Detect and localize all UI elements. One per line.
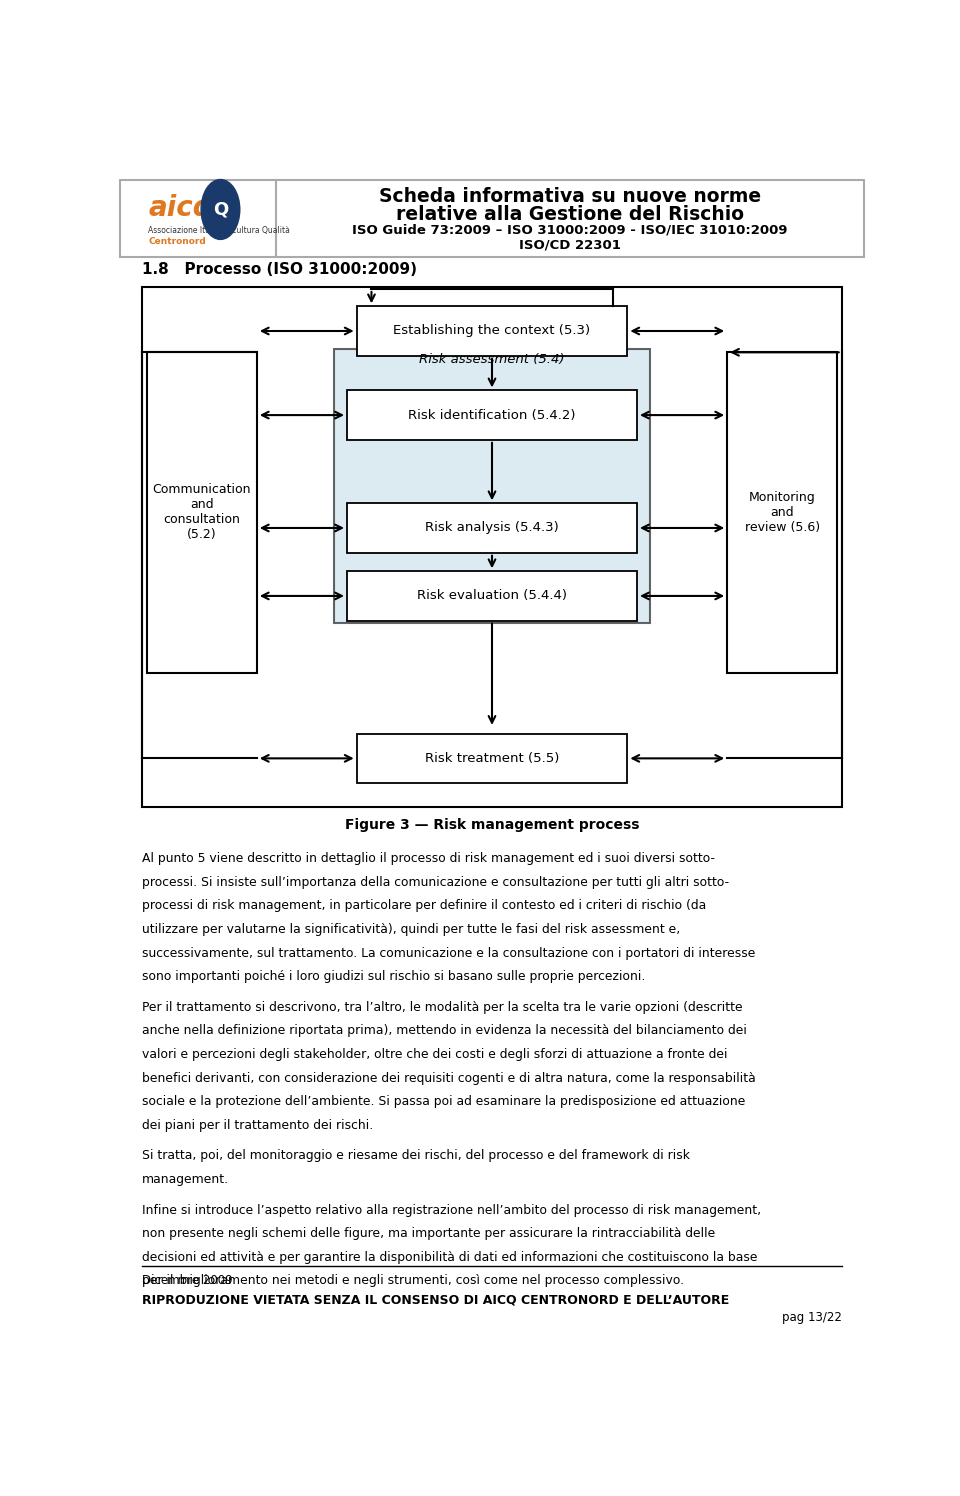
Text: ISO/CD 22301: ISO/CD 22301 [519,239,621,251]
Text: benefici derivanti, con considerazione dei requisiti cogenti e di altra natura, : benefici derivanti, con considerazione d… [142,1071,756,1085]
Bar [334,349,650,622]
Bar [347,503,637,552]
Text: Al punto 5 viene descritto in dettaglio il processo di risk management ed i suoi: Al punto 5 viene descritto in dettaglio … [142,853,715,865]
Text: sociale e la protezione dell’ambiente. Si passa poi ad esaminare la predisposizi: sociale e la protezione dell’ambiente. S… [142,1095,746,1109]
Text: sono importanti poiché i loro giudizi sul rischio si basano sulle proprie percez: sono importanti poiché i loro giudizi su… [142,971,646,983]
Text: Monitoring
and
review (5.6): Monitoring and review (5.6) [745,491,820,534]
Text: Per il trattamento si descrivono, tra l’altro, le modalità per la scelta tra le : Per il trattamento si descrivono, tra l’… [142,1001,743,1014]
Text: Scheda informativa su nuove norme: Scheda informativa su nuove norme [379,187,761,206]
Text: per il miglioramento nei metodi e negli strumenti, così come nel processo comple: per il miglioramento nei metodi e negli … [142,1275,684,1288]
Bar [120,180,864,257]
Text: decisioni ed attività e per garantire la disponibilità di dati ed informazioni c: decisioni ed attività e per garantire la… [142,1251,757,1264]
Text: Risk evaluation (5.4.4): Risk evaluation (5.4.4) [417,589,567,603]
Text: Centronord: Centronord [148,238,206,247]
Text: 1.8   Processo (ISO 31000:2009): 1.8 Processo (ISO 31000:2009) [142,262,418,277]
Text: anche nella definizione riportata prima), mettendo in evidenza la necessità del : anche nella definizione riportata prima)… [142,1025,747,1037]
Text: relative alla Gestione del Rischio: relative alla Gestione del Rischio [396,205,744,223]
Text: utilizzare per valutarne la significatività), quindi per tutte le fasi del risk : utilizzare per valutarne la significativ… [142,923,681,936]
Text: Infine si introduce l’aspetto relativo alla registrazione nell’ambito del proces: Infine si introduce l’aspetto relativo a… [142,1204,761,1216]
Text: Q: Q [213,200,228,218]
Circle shape [201,180,240,239]
Text: Risk assessment (5.4): Risk assessment (5.4) [420,353,564,365]
Text: Risk analysis (5.4.3): Risk analysis (5.4.3) [425,522,559,534]
Text: aicq: aicq [148,194,213,223]
Bar [347,571,637,621]
Text: RIPRODUZIONE VIETATA SENZA IL CONSENSO DI AICQ CENTRONORD E DELL’AUTORE: RIPRODUZIONE VIETATA SENZA IL CONSENSO D… [142,1294,730,1306]
Text: Dicembre 2009: Dicembre 2009 [142,1275,233,1287]
Text: pag 13/22: pag 13/22 [781,1310,842,1324]
Bar [347,390,637,440]
Bar [727,353,837,673]
Text: processi di risk management, in particolare per definire il contesto ed i criter: processi di risk management, in particol… [142,899,707,913]
Text: Risk treatment (5.5): Risk treatment (5.5) [425,752,559,764]
Text: Risk identification (5.4.2): Risk identification (5.4.2) [408,408,576,422]
Text: ISO Guide 73:2009 – ISO 31000:2009 - ISO/IEC 31010:2009: ISO Guide 73:2009 – ISO 31000:2009 - ISO… [352,224,788,236]
Text: management.: management. [142,1173,229,1186]
Text: Figure 3 — Risk management process: Figure 3 — Risk management process [345,818,639,832]
Text: successivamente, sul trattamento. La comunicazione e la consultazione con i port: successivamente, sul trattamento. La com… [142,947,756,960]
Text: Associazione Italiana Cultura Qualità: Associazione Italiana Cultura Qualità [148,226,290,235]
Text: Communication
and
consultation
(5.2): Communication and consultation (5.2) [153,483,252,542]
Text: non presente negli schemi delle figure, ma importante per assicurare la rintracc: non presente negli schemi delle figure, … [142,1227,715,1240]
Text: dei piani per il trattamento dei rischi.: dei piani per il trattamento dei rischi. [142,1119,373,1132]
Bar [142,287,842,808]
Text: Si tratta, poi, del monitoraggio e riesame dei rischi, del processo e del framew: Si tratta, poi, del monitoraggio e riesa… [142,1149,690,1162]
Text: valori e percezioni degli stakeholder, oltre che dei costi e degli sforzi di att: valori e percezioni degli stakeholder, o… [142,1049,728,1061]
Text: processi. Si insiste sull’importanza della comunicazione e consultazione per tut: processi. Si insiste sull’importanza del… [142,875,730,889]
Bar [356,733,628,782]
Bar [356,307,628,356]
Text: Establishing the context (5.3): Establishing the context (5.3) [394,325,590,338]
Bar [147,353,257,673]
